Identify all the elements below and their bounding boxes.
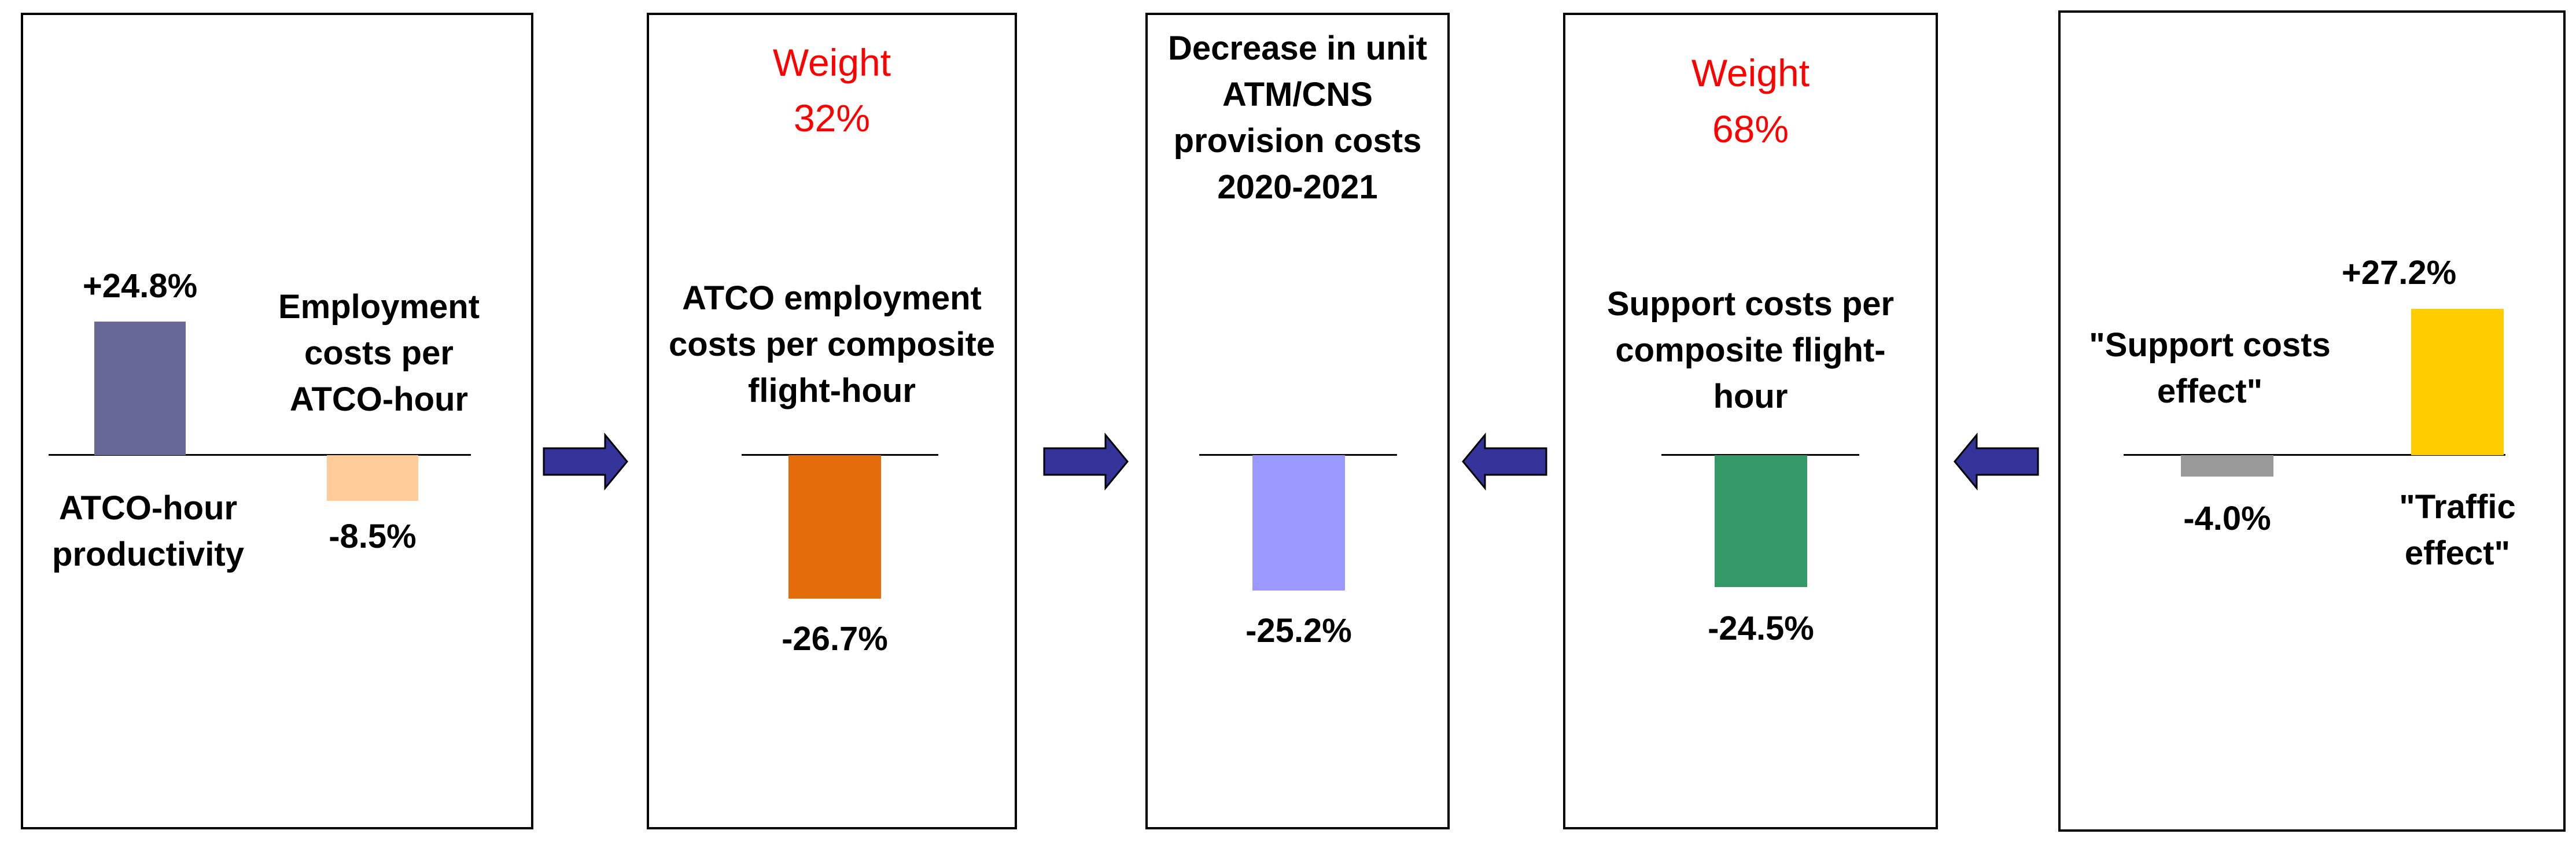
bar-support-costs-effect bbox=[2181, 455, 2273, 477]
value-atco-employment-costs: -26.7% bbox=[782, 620, 888, 658]
weight-label-atco-employment: Weight bbox=[772, 41, 891, 84]
value-support-costs: -24.5% bbox=[1708, 610, 1814, 647]
bar-support-costs bbox=[1715, 455, 1807, 587]
panel-support-costs bbox=[1563, 13, 1938, 829]
bar-atco-employment-costs bbox=[788, 455, 881, 599]
baseline-atco-hour bbox=[49, 454, 471, 456]
label-unit-cost: Decrease in unit ATM/CNS provision costs… bbox=[1167, 29, 1428, 206]
bar-unit-cost bbox=[1252, 455, 1345, 591]
weight-value-support-costs: 68% bbox=[1712, 108, 1789, 150]
label-support-costs-effect: "Support costs effect" bbox=[2089, 326, 2331, 411]
label-support-costs: Support costs per composite flight- hour bbox=[1606, 285, 1895, 416]
baseline-effects bbox=[2124, 454, 2505, 456]
value-atco-hour-productivity: +24.8% bbox=[82, 267, 198, 305]
value-employment-costs-per-atco-hour: -8.5% bbox=[329, 518, 417, 555]
label-atco-employment-costs: ATCO employment costs per composite flig… bbox=[668, 279, 996, 410]
label-employment-costs-per-atco-hour: Employment costs per ATCO-hour bbox=[278, 288, 480, 419]
arrow-left-icon bbox=[1462, 433, 1547, 490]
arrow-right-icon bbox=[1043, 433, 1129, 490]
baseline-unit-cost bbox=[1199, 454, 1397, 456]
baseline-support-costs bbox=[1661, 454, 1859, 456]
label-traffic-effect: "Traffic effect" bbox=[2399, 488, 2516, 573]
baseline-atco-employment bbox=[742, 454, 938, 456]
label-atco-hour-productivity: ATCO-hour productivity bbox=[52, 489, 244, 574]
value-unit-cost: -25.2% bbox=[1245, 612, 1352, 650]
weight-value-atco-employment: 32% bbox=[793, 97, 871, 139]
value-traffic-effect: +27.2% bbox=[2341, 254, 2457, 291]
bar-traffic-effect bbox=[2411, 309, 2504, 455]
value-support-costs-effect: -4.0% bbox=[2183, 500, 2271, 537]
arrow-right-icon bbox=[543, 433, 628, 490]
panel-atco-employment bbox=[647, 13, 1017, 829]
weight-label-support-costs: Weight bbox=[1691, 51, 1810, 94]
panel-unit-cost bbox=[1145, 13, 1450, 829]
bar-employment-costs-per-atco-hour bbox=[327, 455, 418, 501]
arrow-left-icon bbox=[1954, 433, 2039, 490]
bar-atco-hour-productivity bbox=[94, 322, 186, 455]
